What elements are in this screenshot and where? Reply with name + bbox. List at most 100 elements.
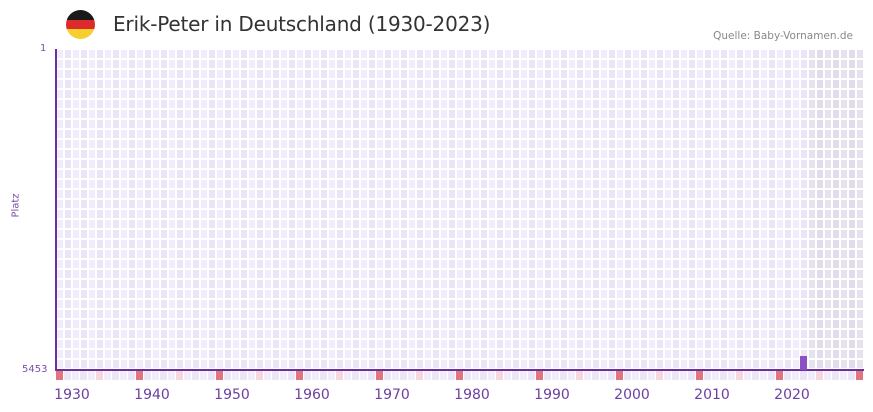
x-tick-label: 1930 (54, 387, 90, 403)
year-marker (712, 371, 719, 380)
year-marker (840, 371, 847, 380)
year-marker (664, 371, 671, 380)
year-marker (576, 371, 583, 380)
year-marker (816, 371, 823, 380)
year-marker (584, 371, 591, 380)
year-marker (104, 371, 111, 380)
chart-title: Erik-Peter in Deutschland (1930-2023) (113, 12, 491, 36)
year-marker (200, 371, 207, 380)
year-marker (360, 371, 367, 380)
year-marker (280, 371, 287, 380)
year-marker (296, 371, 303, 380)
year-marker (680, 371, 687, 380)
year-marker (376, 371, 383, 380)
year-marker (784, 371, 791, 380)
y-axis-title: Platz (10, 193, 22, 218)
year-marker (184, 371, 191, 380)
year-marker (720, 371, 727, 380)
year-marker (832, 371, 839, 380)
year-marker (240, 371, 247, 380)
year-marker (736, 371, 743, 380)
year-marker (336, 371, 343, 380)
year-marker (656, 371, 663, 380)
y-tick-bottom: 5453 (22, 364, 48, 375)
x-tick-label: 1980 (454, 387, 490, 403)
year-marker (544, 371, 551, 380)
year-marker (608, 371, 615, 380)
year-marker (696, 371, 703, 380)
year-marker (624, 371, 631, 380)
year-marker (392, 371, 399, 380)
year-marker (112, 371, 119, 380)
year-marker (448, 371, 455, 380)
year-marker (136, 371, 143, 380)
year-marker (440, 371, 447, 380)
year-marker (144, 371, 151, 380)
year-marker (368, 371, 375, 380)
year-marker (592, 371, 599, 380)
x-tick-label: 2020 (774, 387, 810, 403)
year-marker (352, 371, 359, 380)
source-label: Quelle: Baby-Vornamen.de (713, 30, 853, 42)
year-marker (520, 371, 527, 380)
x-tick-label: 1940 (134, 387, 170, 403)
year-marker (776, 371, 783, 380)
year-marker (856, 371, 863, 380)
year-marker (64, 371, 71, 380)
year-marker (120, 371, 127, 380)
year-marker (216, 371, 223, 380)
year-marker (672, 371, 679, 380)
year-marker (232, 371, 239, 380)
y-tick-top: 1 (40, 43, 47, 54)
year-marker (800, 371, 807, 380)
y-axis (55, 49, 57, 371)
year-marker (688, 371, 695, 380)
year-marker (616, 371, 623, 380)
year-marker (152, 371, 159, 380)
year-marker (536, 371, 543, 380)
year-marker (192, 371, 199, 380)
year-marker (648, 371, 655, 380)
year-marker (384, 371, 391, 380)
year-marker (504, 371, 511, 380)
year-marker (792, 371, 799, 380)
germany-flag-icon (66, 10, 95, 39)
year-marker (496, 371, 503, 380)
year-marker (568, 371, 575, 380)
year-marker (128, 371, 135, 380)
chart-grid (56, 49, 864, 370)
year-marker (456, 371, 463, 380)
year-marker (760, 371, 767, 380)
year-marker (464, 371, 471, 380)
year-marker (312, 371, 319, 380)
year-marker (632, 371, 639, 380)
year-marker (224, 371, 231, 380)
year-marker (256, 371, 263, 380)
year-marker (512, 371, 519, 380)
year-marker (600, 371, 607, 380)
x-tick-label: 2010 (694, 387, 730, 403)
year-marker (552, 371, 559, 380)
year-marker (704, 371, 711, 380)
year-marker (728, 371, 735, 380)
year-marker (168, 371, 175, 380)
year-marker (744, 371, 751, 380)
year-marker (808, 371, 815, 380)
year-marker (344, 371, 351, 380)
year-marker (640, 371, 647, 380)
rank-bar[interactable] (800, 356, 807, 370)
year-marker (272, 371, 279, 380)
year-marker (176, 371, 183, 380)
year-marker (400, 371, 407, 380)
year-marker (208, 371, 215, 380)
year-marker (304, 371, 311, 380)
year-marker (768, 371, 775, 380)
year-marker (752, 371, 759, 380)
year-marker (264, 371, 271, 380)
x-axis (55, 369, 864, 371)
year-marker (88, 371, 95, 380)
year-marker (72, 371, 79, 380)
x-tick-label: 1960 (294, 387, 330, 403)
year-marker (472, 371, 479, 380)
year-marker (248, 371, 255, 380)
